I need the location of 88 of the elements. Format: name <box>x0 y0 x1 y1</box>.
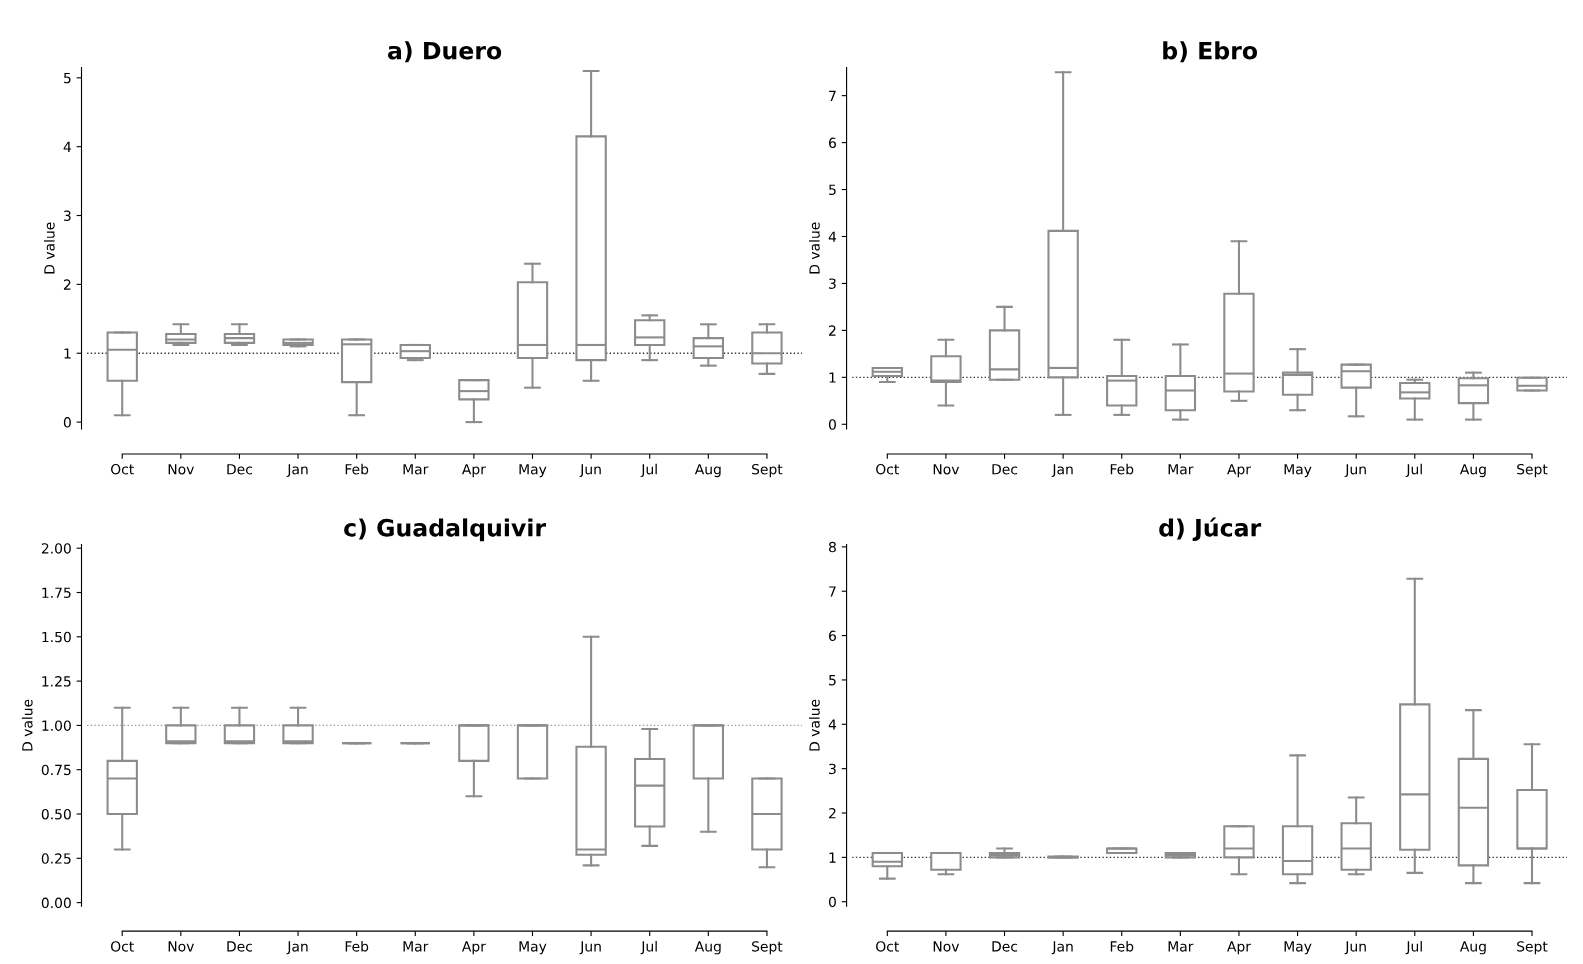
x-tick-label: Jun <box>1344 464 1366 478</box>
y-tick-label: 1 <box>64 348 71 359</box>
x-tick-label: Feb <box>1110 463 1134 475</box>
y-tick-label: 1 <box>829 852 836 863</box>
y-tick-label: 1.75 <box>42 587 71 598</box>
x-tick-label: Aug <box>694 464 721 478</box>
x-tick-label: Jun <box>1344 941 1366 955</box>
x-tick-label: Apr <box>1227 464 1251 478</box>
x-tick-label: May <box>519 941 547 955</box>
x-tick-label: May <box>1284 464 1312 478</box>
x-tick-label: Jan <box>1051 464 1073 478</box>
x-tick-label: Nov <box>168 941 194 952</box>
y-tick-label: 1.50 <box>42 631 71 643</box>
y-tick-label: 4 <box>63 141 72 152</box>
y-tick-label: 2 <box>829 325 836 336</box>
chart-title: b) Ebro <box>1163 41 1258 63</box>
x-tick-label: Jun <box>579 941 601 955</box>
x-tick-label: Oct <box>876 941 899 952</box>
y-axis-title: D value <box>21 699 33 751</box>
x-tick-label: Apr <box>461 464 486 478</box>
chart-title: a) Duero <box>387 41 502 63</box>
y-axis-title: D value <box>809 699 820 751</box>
x-tick-label: Aug <box>1459 464 1486 478</box>
x-tick-label: Oct <box>876 463 899 475</box>
x-tick-label: Jan <box>1051 941 1073 955</box>
y-tick-label: 0.50 <box>41 808 71 820</box>
x-tick-label: Jun <box>579 464 601 478</box>
x-tick-label: Sept <box>1517 463 1548 478</box>
x-tick-label: Dec <box>992 464 1018 475</box>
y-tick-label: 3 <box>829 278 836 289</box>
x-tick-label: May <box>1284 941 1312 955</box>
x-tick-label: Aug <box>694 941 721 955</box>
x-tick-label: Jul <box>640 463 657 478</box>
y-tick-label: 0 <box>828 896 836 908</box>
x-tick-label: Jan <box>286 464 308 478</box>
y-tick-label: 5 <box>829 184 836 196</box>
chart-title: c) Guadalquivir <box>344 518 547 542</box>
y-tick-label: 3 <box>829 763 836 775</box>
y-tick-label: 0 <box>63 417 71 428</box>
y-tick-label: 2 <box>63 279 71 290</box>
y-tick-label: 8 <box>828 541 836 553</box>
x-tick-label: Dec <box>227 941 253 952</box>
y-tick-label: 4 <box>828 719 837 730</box>
chart-title: d) Júcar <box>1159 517 1262 542</box>
x-tick-label: Apr <box>461 941 486 955</box>
y-tick-label: 0.00 <box>41 897 71 909</box>
y-tick-label: 7 <box>829 586 836 597</box>
x-tick-label: Dec <box>227 464 253 475</box>
y-tick-label: 7 <box>829 90 836 101</box>
y-tick-label: 1 <box>829 372 836 383</box>
y-tick-label: 0.75 <box>41 764 71 776</box>
x-tick-label: Dec <box>992 941 1018 952</box>
x-tick-label: Jul <box>1405 463 1422 478</box>
y-tick-label: 1.00 <box>42 720 71 731</box>
x-tick-label: Sept <box>752 941 783 955</box>
y-tick-label: 4 <box>828 231 837 242</box>
x-tick-label: Sept <box>752 463 783 478</box>
x-tick-label: Sept <box>1517 941 1548 955</box>
x-tick-label: Feb <box>345 940 369 952</box>
y-tick-label: 2.00 <box>41 543 71 554</box>
y-tick-label: 2 <box>829 807 836 819</box>
x-tick-label: Nov <box>168 464 194 475</box>
y-tick-label: 5 <box>829 675 836 686</box>
x-tick-label: Mar <box>403 941 429 952</box>
x-tick-label: May <box>519 464 547 478</box>
y-tick-label: 6 <box>829 137 836 149</box>
y-tick-label: 3 <box>64 210 71 221</box>
y-axis-title: D value <box>809 222 820 274</box>
x-tick-label: Aug <box>1459 941 1486 955</box>
y-tick-label: 1.25 <box>42 676 71 687</box>
x-tick-label: Nov <box>933 941 960 952</box>
x-tick-label: Oct <box>111 463 134 475</box>
x-tick-label: Mar <box>403 464 429 475</box>
y-tick-label: 5 <box>64 72 71 84</box>
x-tick-label: Nov <box>933 464 960 475</box>
y-tick-label: 0.25 <box>41 853 71 864</box>
y-axis-title: D value <box>43 222 55 274</box>
y-tick-label: 0 <box>828 419 836 430</box>
x-tick-label: Feb <box>345 463 369 475</box>
x-tick-label: Jul <box>1405 940 1422 955</box>
x-tick-label: Mar <box>1168 464 1194 475</box>
x-tick-label: Jul <box>640 940 657 955</box>
x-tick-label: Jan <box>286 941 308 955</box>
x-tick-label: Apr <box>1227 941 1251 955</box>
y-tick-label: 6 <box>829 630 836 642</box>
x-tick-label: Oct <box>111 941 134 952</box>
x-tick-label: Feb <box>1110 940 1134 952</box>
x-tick-label: Mar <box>1168 941 1194 952</box>
